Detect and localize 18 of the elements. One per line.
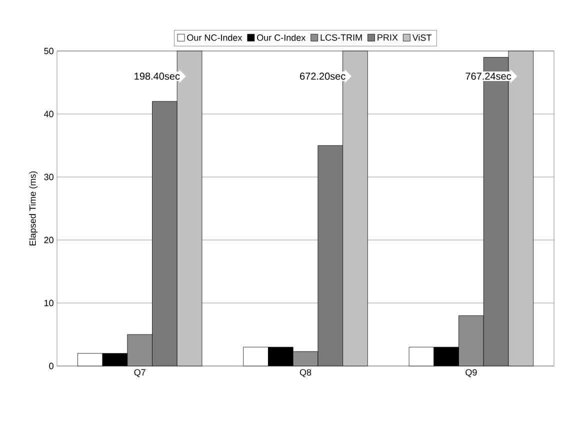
annotation: 767.24sec — [466, 72, 512, 80]
legend-label: Our NC-Index — [187, 34, 242, 41]
legend-label: ViST — [412, 34, 432, 41]
annotation: 198.40sec — [134, 72, 180, 80]
y-axis-title: Elapsed Time (ms) — [29, 171, 38, 246]
x-tick-label: Q7 — [134, 369, 146, 378]
y-tick-label: 40 — [44, 110, 54, 118]
y-tick-label: 10 — [44, 300, 54, 306]
y-tick-label: 0 — [49, 362, 54, 370]
x-tick-label: Q8 — [300, 369, 312, 378]
annotation: 672.20sec — [300, 72, 346, 80]
legend-label: LCS-TRIM — [320, 34, 362, 41]
legend-label: Our C-Index — [257, 34, 306, 41]
y-tick-label: 20 — [44, 236, 54, 244]
legend-label: PRIX — [378, 34, 398, 41]
y-tick-label: 30 — [44, 174, 54, 180]
y-tick-label: 50 — [44, 48, 54, 54]
x-tick-label: Q9 — [466, 369, 477, 378]
